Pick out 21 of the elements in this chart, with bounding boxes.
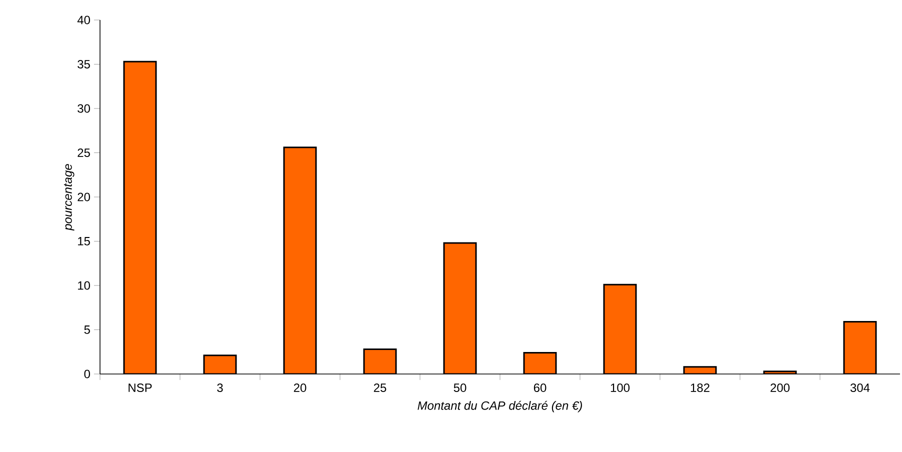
- y-tick-label: 15: [78, 237, 90, 246]
- x-tick-label: NSP: [128, 384, 152, 392]
- y-tick-label: 20: [78, 192, 90, 202]
- x-tick-label: 25: [374, 384, 386, 392]
- y-tick-label: 35: [78, 60, 90, 68]
- y-tick-label: 10: [78, 281, 90, 290]
- y-tick-label: 0: [84, 370, 90, 378]
- x-tick-label: 20: [294, 384, 306, 392]
- y-tick-label: 30: [78, 104, 90, 113]
- y-tick-label: 25: [78, 148, 90, 157]
- x-axis-title: Montant du CAP déclaré (en €): [418, 400, 582, 412]
- y-axis-title: pourcentage: [64, 164, 74, 231]
- x-tick-label: 3: [217, 384, 223, 392]
- x-tick-label: 50: [454, 384, 466, 392]
- x-tick-label: 200: [770, 384, 790, 392]
- y-tick-label: 5: [84, 326, 90, 334]
- x-tick-label: 100: [610, 384, 630, 392]
- x-tick-label: 182: [690, 384, 710, 392]
- x-tick-label: 60: [534, 384, 546, 392]
- y-tick-label: 40: [77, 16, 90, 24]
- x-tick-label: 304: [850, 384, 870, 392]
